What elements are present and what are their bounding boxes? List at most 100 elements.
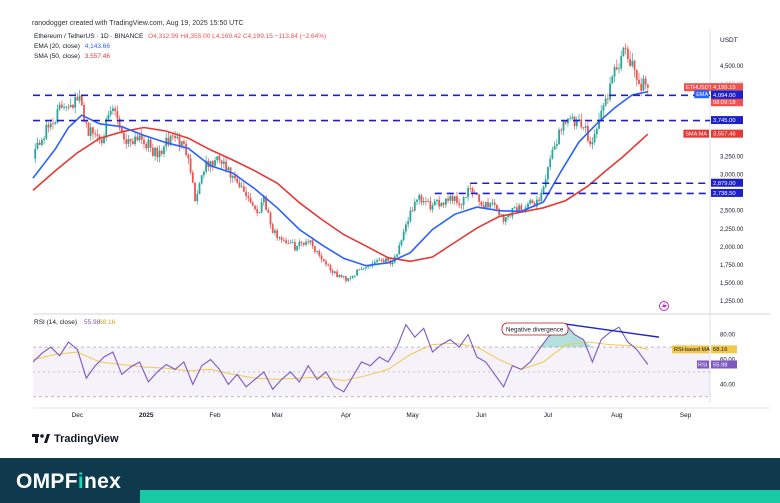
candle-body xyxy=(385,258,387,262)
candle-body xyxy=(320,255,323,260)
candle-body xyxy=(278,237,281,239)
candle-body xyxy=(265,196,267,210)
time-tick-label: Jul xyxy=(544,412,553,419)
rsi-overbought-fill xyxy=(539,324,593,348)
symbol-tag-label: ETHUSDT xyxy=(686,85,713,91)
candle-body xyxy=(249,197,252,203)
candle-body xyxy=(613,67,616,77)
candle-body xyxy=(378,259,381,261)
candle-body xyxy=(85,121,88,123)
candle-body xyxy=(116,111,119,119)
candle-body xyxy=(274,230,276,233)
candle-body xyxy=(234,175,236,179)
candle-body xyxy=(69,104,72,108)
candle-body xyxy=(45,124,48,139)
sma-legend-label: SMA (50, close) xyxy=(34,53,80,60)
indicator-tag-bg xyxy=(683,129,709,138)
candle-body xyxy=(547,167,549,180)
time-tick-label: 2025 xyxy=(139,412,154,419)
candle-body xyxy=(187,155,190,159)
candle-body xyxy=(242,186,245,192)
candle-body xyxy=(493,202,496,205)
candle-body xyxy=(183,141,185,144)
candle-body xyxy=(211,161,214,166)
rsi-legend-label: RSI (14, close) xyxy=(34,319,77,326)
candle-body xyxy=(194,182,196,201)
candle-body xyxy=(245,191,247,196)
candle-body xyxy=(500,214,503,216)
candle-body xyxy=(72,104,74,108)
candle-body xyxy=(285,240,287,244)
candle-body xyxy=(464,197,467,198)
candle-body xyxy=(471,188,474,193)
candle-body xyxy=(602,105,605,111)
candle-body xyxy=(496,204,498,209)
candle-body xyxy=(438,199,441,207)
candle-body xyxy=(436,199,438,202)
candle-body xyxy=(313,246,316,252)
candle-body xyxy=(258,212,261,214)
candle-body xyxy=(469,188,472,189)
candle-body xyxy=(555,143,558,146)
candle-body xyxy=(149,139,152,148)
candle-body xyxy=(282,239,285,241)
price-tag-bg xyxy=(711,129,743,138)
level-tag-text: 4,094.00 xyxy=(713,93,736,99)
time-tick-label: Dec xyxy=(72,412,84,419)
candle-body xyxy=(413,201,416,211)
candle-body xyxy=(56,109,59,123)
candle-body xyxy=(644,78,647,85)
candle-body xyxy=(456,196,458,203)
candle-body xyxy=(118,118,121,128)
indicator-tag-text: SMA:MA xyxy=(685,132,707,138)
candle-body xyxy=(307,241,310,243)
candle-body xyxy=(418,195,421,200)
candle-body xyxy=(156,147,159,158)
candle-body xyxy=(309,240,312,243)
candle-body xyxy=(231,175,234,178)
candle-body xyxy=(515,207,518,212)
candle-body xyxy=(267,209,270,213)
level-tag-bg xyxy=(711,178,743,187)
candle-body xyxy=(529,200,532,204)
candle-body xyxy=(214,160,216,166)
candle-body xyxy=(240,186,243,188)
lightning-bolt-icon xyxy=(662,302,667,310)
rsi-ma-legend-value: 68.16 xyxy=(99,319,116,326)
candle-body xyxy=(564,120,567,124)
price-chart[interactable]: USDT4,250.004,500.003,250.003,000.002,50… xyxy=(0,0,780,458)
candle-body xyxy=(527,203,529,208)
candle-body xyxy=(553,145,556,150)
candle-body xyxy=(487,202,489,208)
candle-body xyxy=(460,204,463,206)
candle-body xyxy=(123,132,125,140)
price-axis: USDT4,250.004,500.003,250.003,000.002,50… xyxy=(659,37,744,311)
candle-body xyxy=(551,149,554,159)
candle-body xyxy=(624,47,627,49)
candle-body xyxy=(189,158,192,173)
candle-body xyxy=(444,198,447,205)
candle-body xyxy=(420,195,423,203)
candle-body xyxy=(289,242,292,244)
candle-body xyxy=(615,67,618,70)
candle-body xyxy=(129,138,132,142)
candle-body xyxy=(498,208,501,215)
rsi-band xyxy=(33,347,710,397)
candle-body xyxy=(540,192,543,201)
candle-body xyxy=(205,160,208,172)
price-axis-unit: USDT xyxy=(720,37,738,44)
candle-body xyxy=(296,245,299,251)
candle-body xyxy=(451,196,454,201)
ema-legend-value: 4,143.66 xyxy=(84,43,111,50)
candle-body xyxy=(362,268,365,270)
candle-body xyxy=(185,143,188,156)
candle-body xyxy=(247,195,250,198)
indicator-tag-bg xyxy=(694,90,709,99)
candle-body xyxy=(409,210,412,222)
candle-body xyxy=(638,79,640,84)
rsi-ma-line xyxy=(32,341,648,382)
candle-body xyxy=(40,139,43,145)
candle-body xyxy=(225,161,228,170)
candle-body xyxy=(300,242,303,244)
